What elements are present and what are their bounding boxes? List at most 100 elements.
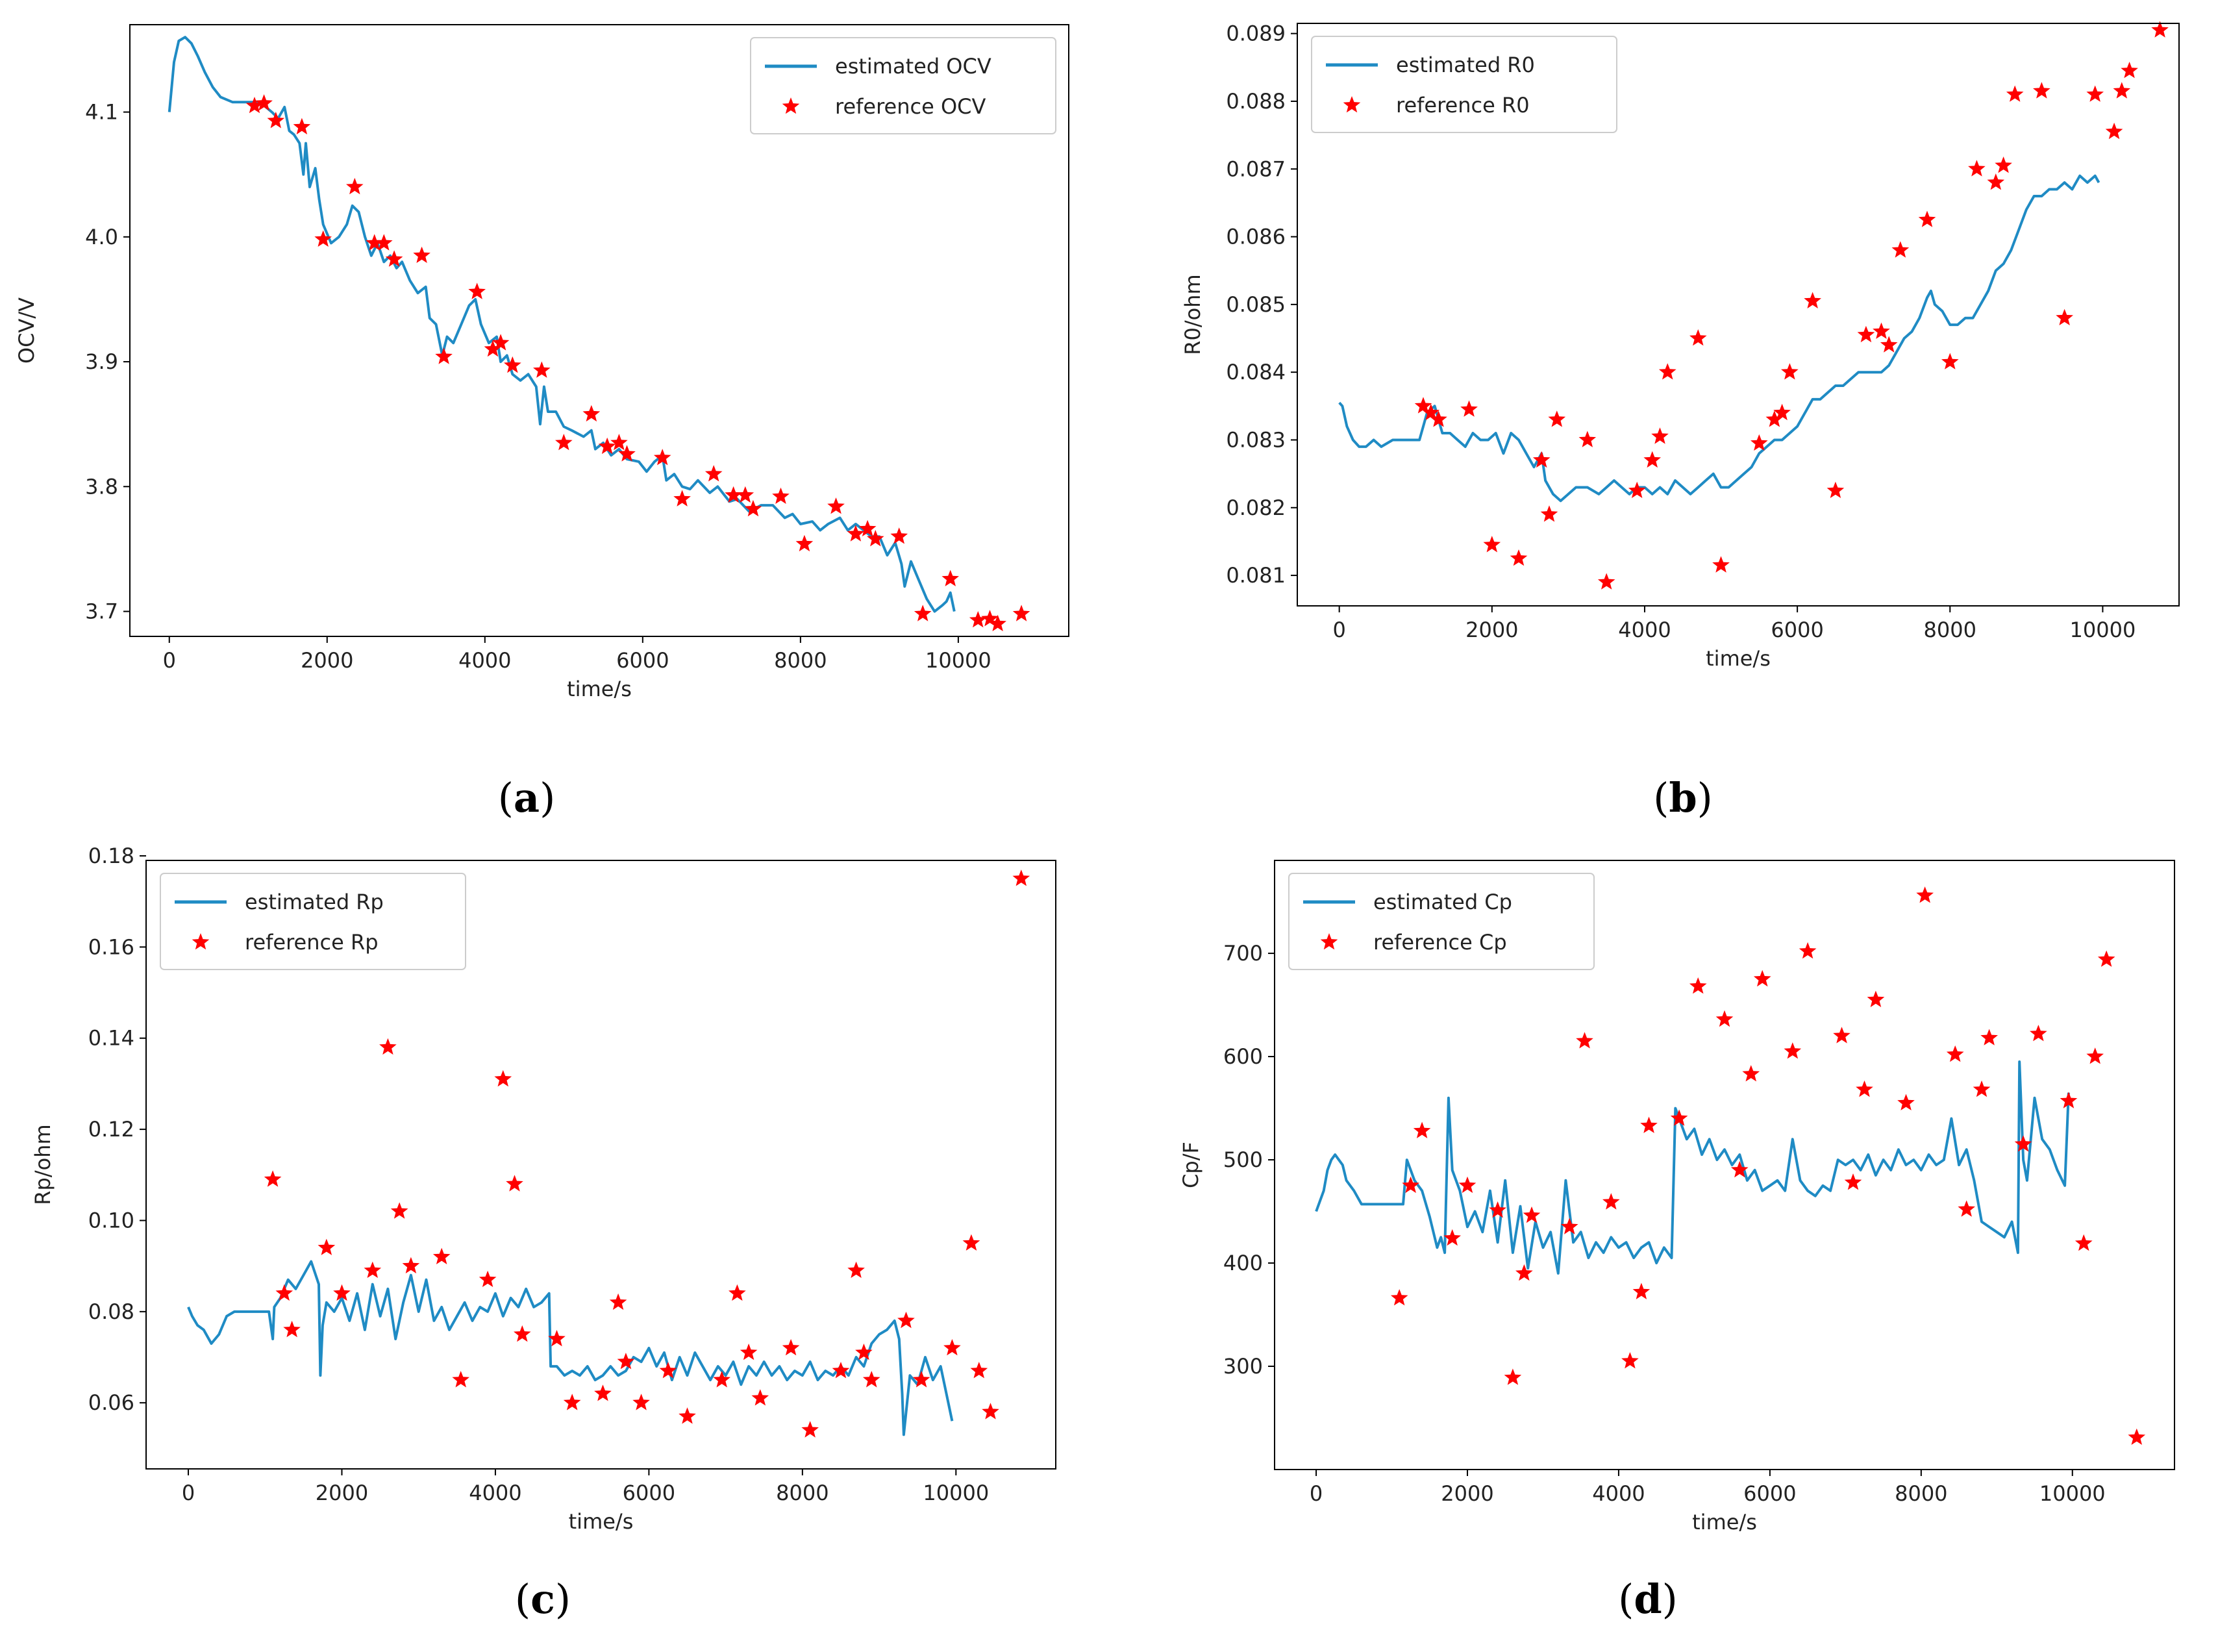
x-tick-label: 0: [182, 1481, 195, 1505]
reference-point: [264, 1170, 282, 1187]
reference-point: [1602, 1193, 1620, 1210]
reference-point: [941, 569, 959, 586]
reference-point: [514, 1325, 531, 1342]
y-tick-label: 300: [1223, 1354, 1263, 1379]
reference-point: [744, 499, 762, 517]
reference-point: [1844, 1173, 1862, 1190]
x-tick-label: 8000: [1924, 618, 1976, 642]
x-tick-label: 6000: [616, 648, 669, 673]
y-tick-label: 0.089: [1226, 21, 1286, 46]
reference-point: [1784, 1042, 1802, 1059]
reference-point: [255, 94, 273, 111]
reference-point: [1826, 481, 1845, 498]
legend-star-swatch: [192, 933, 210, 950]
reference-point: [375, 234, 393, 251]
legend-star-swatch: [782, 97, 800, 114]
reference-point: [1578, 431, 1597, 447]
reference-point: [847, 1261, 865, 1278]
reference-point: [1658, 363, 1676, 380]
reference-point: [432, 1247, 451, 1264]
reference-point: [2113, 82, 2131, 99]
legend-box: [1288, 873, 1595, 970]
y-tick-label: 0.086: [1226, 225, 1286, 249]
y-axis-label: OCV/V: [14, 297, 39, 364]
reference-point: [1765, 410, 1784, 427]
plot-frame: [1297, 23, 2180, 607]
y-axis-label: Rp/ohm: [31, 1124, 55, 1205]
reference-point: [1833, 1027, 1850, 1044]
reference-point: [989, 614, 1006, 632]
reference-point: [1781, 363, 1799, 380]
reference-point: [1918, 210, 1936, 227]
reference-point: [2128, 1428, 2146, 1445]
reference-point: [1916, 886, 1934, 903]
panel-d: 0 2000 4000 6000 8000 10000 300 400 500 600 700 tim…: [1178, 860, 2175, 1623]
y-tick-label: 0.082: [1226, 495, 1286, 520]
reference-point: [832, 1362, 850, 1379]
reference-point: [1560, 1218, 1578, 1234]
reference-point: [379, 1038, 397, 1055]
reference-point: [293, 118, 311, 134]
reference-point: [385, 250, 403, 267]
reference-point: [594, 1384, 612, 1401]
legend-entry-reference: reference Cp: [1373, 930, 1507, 955]
reference-point: [609, 1293, 627, 1310]
reference-point: [563, 1394, 581, 1410]
reference-point: [1413, 1121, 1431, 1138]
legend: estimated Rp reference Rp: [160, 873, 466, 970]
reference-point: [1867, 990, 1885, 1007]
reference-point: [245, 97, 264, 114]
reference-point: [1414, 397, 1432, 414]
reference-point: [1897, 1094, 1915, 1110]
reference-point: [943, 1339, 961, 1356]
plot-frame: [129, 24, 1069, 637]
reference-point: [982, 1403, 999, 1420]
legend-entry-reference: reference Rp: [245, 930, 379, 955]
reference-point: [468, 282, 486, 299]
reference-point: [346, 177, 364, 195]
x-tick-label: 2000: [301, 648, 353, 673]
reference-point: [632, 1394, 650, 1410]
reference-point: [912, 1371, 930, 1388]
reference-point: [1012, 605, 1030, 621]
reference-point: [275, 1284, 293, 1301]
reference-point: [1390, 1289, 1408, 1306]
reference-point: [1753, 970, 1771, 987]
y-tick-label: 4.1: [85, 100, 118, 125]
reference-point: [772, 487, 790, 504]
legend-entry-estimated: estimated OCV: [835, 54, 991, 79]
reference-point: [673, 490, 691, 507]
reference-point: [452, 1371, 469, 1388]
reference-point: [1621, 1352, 1639, 1369]
reference-point: [314, 230, 332, 247]
reference-point: [2105, 122, 2123, 140]
reference-point: [1941, 353, 1959, 369]
series-line-c: [187, 1260, 954, 1436]
reference-point: [795, 534, 814, 552]
x-axis-label: time/s: [1692, 1510, 1757, 1534]
reference-point: [751, 1389, 769, 1406]
panel-c: 0 2000 4000 6000 8000 10000 0.06 0.08 0.10 0.12 0.…: [31, 844, 1056, 1623]
reference-point: [1628, 481, 1646, 498]
reference-point: [1523, 1206, 1541, 1223]
reference-point: [2086, 85, 2104, 102]
reference-point: [1422, 403, 1440, 421]
legend-entry-reference: reference R0: [1396, 93, 1530, 118]
x-tick-label: 10000: [2039, 1481, 2106, 1506]
reference-point: [855, 1344, 873, 1360]
reference-point: [1946, 1045, 1964, 1062]
reference-point: [494, 1070, 512, 1087]
x-axis-label: time/s: [567, 677, 632, 701]
y-tick-label: 600: [1223, 1044, 1263, 1069]
y-tick-label: 0.08: [88, 1299, 134, 1324]
reference-point: [1504, 1368, 1522, 1385]
y-tick-label: 0.18: [88, 844, 134, 868]
y-tick-label: 3.8: [85, 474, 118, 499]
reference-point: [981, 610, 999, 627]
reference-point: [659, 1362, 677, 1379]
x-tick-label: 4000: [1618, 618, 1671, 642]
reference-point: [2030, 1025, 2047, 1042]
x-tick-label: 0: [163, 648, 176, 673]
reference-point: [267, 112, 285, 129]
x-tick-label: 0: [1310, 1481, 1323, 1506]
